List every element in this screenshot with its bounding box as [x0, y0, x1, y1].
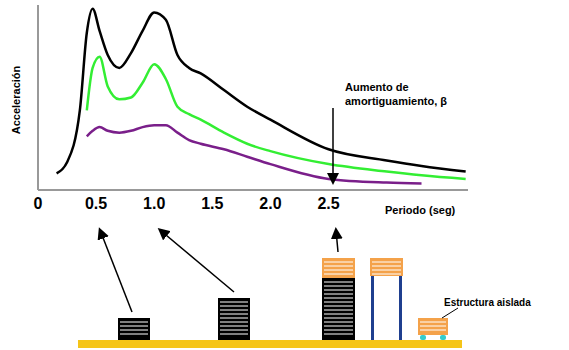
- svg-text:0: 0: [34, 195, 43, 212]
- svg-text:Acceleración: Acceleración: [10, 65, 22, 134]
- html-text:Aumento de amortiguamiento, β: Aumento de amortiguamiento, β: [345, 81, 448, 107]
- svg-text:2.5: 2.5: [317, 195, 339, 212]
- svg-text:1.0: 1.0: [143, 195, 165, 212]
- svg-text:Estructura aislada: Estructura aislada: [444, 297, 531, 308]
- svg-text:0.5: 0.5: [85, 195, 107, 212]
- svg-text:2.0: 2.0: [259, 195, 281, 212]
- svg-text:1.5: 1.5: [201, 195, 223, 212]
- svg-text:Periodo (seg): Periodo (seg): [385, 204, 456, 216]
